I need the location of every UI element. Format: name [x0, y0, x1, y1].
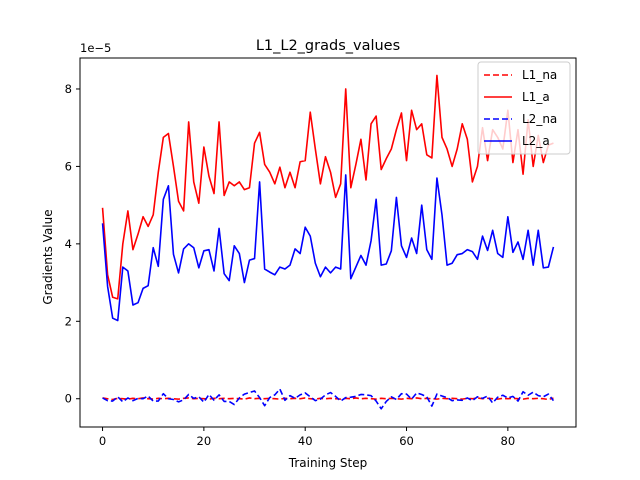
- legend-label: L1_na: [522, 68, 557, 82]
- x-tick-label: 60: [399, 434, 414, 448]
- plot-area: [101, 74, 555, 410]
- y-tick-label: 8: [65, 82, 72, 96]
- y-tick-label: 4: [65, 237, 72, 251]
- series-line-l2-na: [102, 388, 555, 410]
- legend-label: L2_na: [522, 112, 557, 126]
- legend-label: L2_a: [522, 134, 550, 148]
- x-tick-label: 20: [197, 434, 212, 448]
- legend: L1_na L1_a L2_na L2_a: [477, 61, 571, 155]
- series-line-l2-a: [101, 174, 555, 322]
- y-tick-label: 0: [65, 392, 72, 406]
- y-tick-label: 6: [65, 159, 72, 173]
- y-axis-label: Gradients Value: [41, 209, 55, 304]
- y-axis: 0 2 4 6 8: [65, 82, 80, 406]
- x-axis: 0 20 40 60 80: [99, 427, 515, 448]
- x-tick-label: 0: [99, 434, 106, 448]
- series-line-l1-na: [102, 397, 554, 401]
- legend-label: L1_a: [522, 90, 550, 104]
- chart-title: L1_L2_grads_values: [256, 38, 400, 54]
- axes-frame: [79, 57, 577, 428]
- y-axis-scale-label: 1e−5: [80, 41, 111, 55]
- x-tick-label: 80: [501, 434, 516, 448]
- y-tick-label: 2: [65, 314, 72, 328]
- x-tick-label: 40: [298, 434, 313, 448]
- legend-box: [477, 61, 571, 155]
- x-axis-label: Training Step: [288, 456, 368, 470]
- series-line-l1-a: [101, 74, 554, 300]
